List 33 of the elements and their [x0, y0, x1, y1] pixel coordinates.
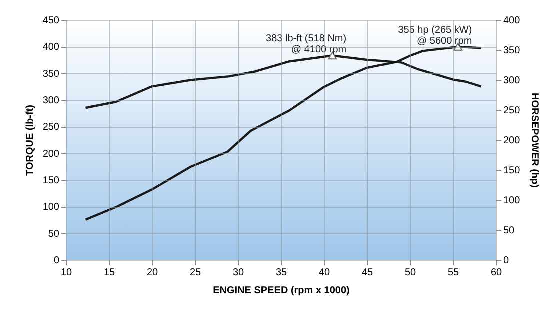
x-axis-title: ENGINE SPEED (rpm x 1000) — [213, 286, 350, 296]
y2-tick-label: 150 — [504, 166, 521, 176]
x-tick-label: 40 — [318, 268, 330, 278]
x-tick-label: 45 — [362, 268, 374, 278]
y-tick-label: 200 — [42, 148, 60, 160]
y-tick-label: 450 — [42, 16, 60, 26]
y-tick-label: 350 — [42, 68, 60, 80]
y-tick-label: 150 — [42, 176, 60, 186]
x-tick-label: 35 — [276, 268, 288, 278]
y2-tick-label: 0 — [504, 256, 510, 266]
y2-tick-label: 300 — [504, 76, 521, 86]
y2-tick-label: 100 — [504, 196, 521, 206]
x-tick-label: 15 — [104, 268, 116, 278]
x-tick-label: 25 — [190, 268, 202, 278]
y-tick-label: 50 — [48, 228, 60, 240]
y2-tick-label: 200 — [504, 136, 521, 146]
y2-tick-label: 350 — [504, 46, 521, 56]
x-tick-label: 50 — [404, 268, 416, 278]
x-tick-label: 55 — [448, 268, 460, 278]
y-tick-label: 300 — [42, 96, 60, 106]
y-tick-label: 100 — [42, 202, 60, 214]
y2-tick-label: 400 — [504, 16, 521, 26]
y-tick-label: 250 — [42, 122, 60, 134]
x-tick-label: 20 — [146, 268, 158, 278]
y-tick-label: 0 — [54, 256, 60, 266]
y2-tick-label: 250 — [504, 106, 521, 116]
x-tick-label: 10 — [60, 268, 72, 278]
y-tick-label: 400 — [42, 42, 60, 54]
x-tick-label: 60 — [490, 268, 502, 278]
y2-tick-label: 50 — [504, 226, 516, 236]
x-tick-label: 30 — [232, 268, 244, 278]
y2-axis-title: HORSEPOWER (hp) — [529, 93, 540, 188]
y-axis-title: TORQUE (lb-ft) — [24, 105, 36, 176]
